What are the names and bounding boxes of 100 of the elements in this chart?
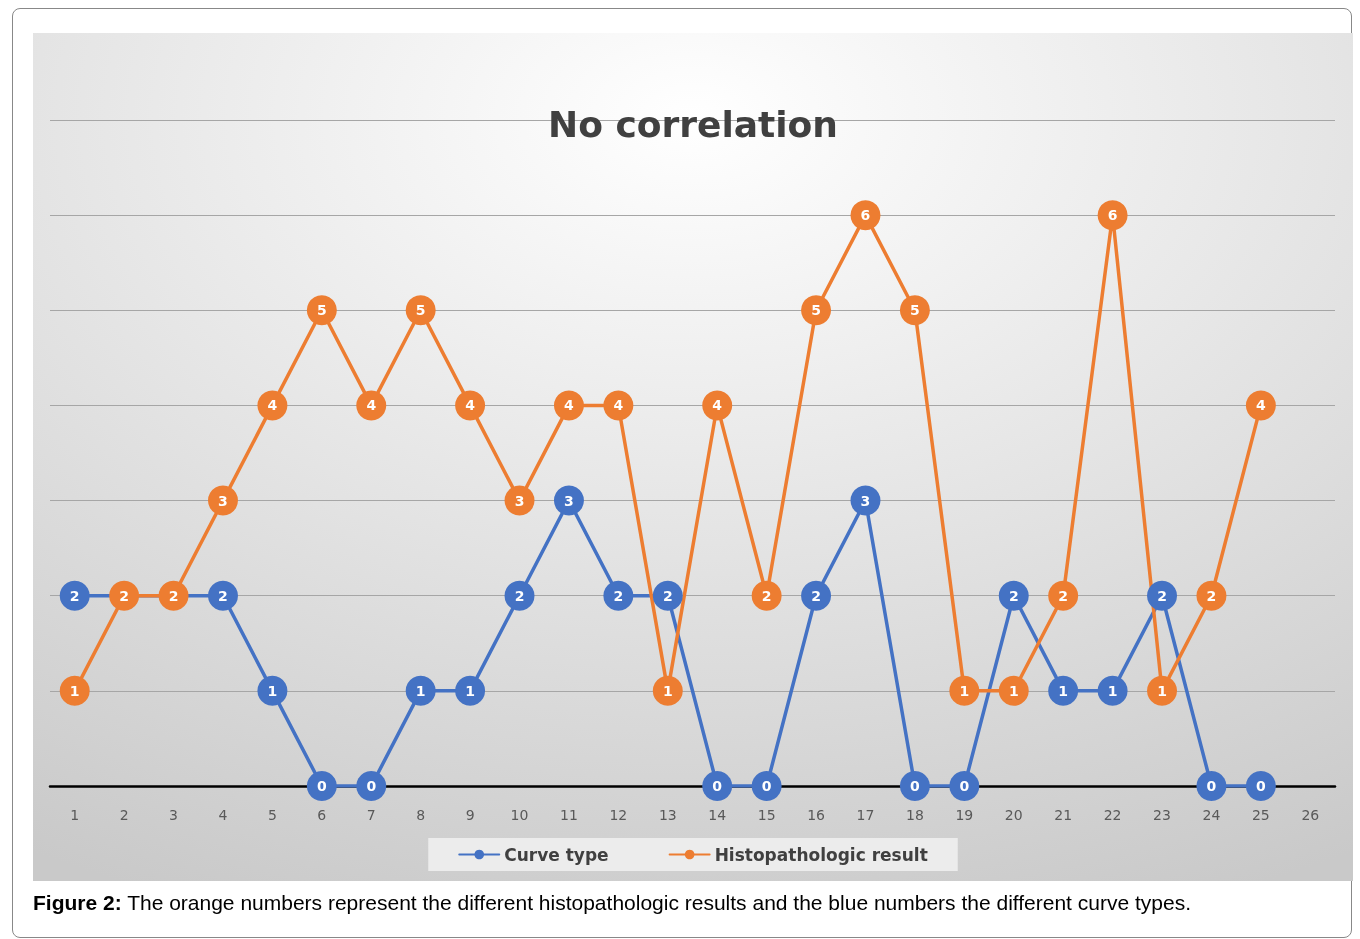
data-label: 1 bbox=[1058, 682, 1069, 699]
point bbox=[59, 675, 90, 706]
data-label: 1 bbox=[465, 682, 475, 699]
point bbox=[59, 580, 90, 611]
data-label: 2 bbox=[69, 587, 80, 604]
data-label: 1 bbox=[959, 682, 970, 699]
data-label: 2 bbox=[811, 587, 821, 604]
data-label: 4 bbox=[613, 397, 624, 414]
point bbox=[257, 675, 288, 706]
data-label: 6 bbox=[860, 207, 871, 224]
x-tick-label: 10 bbox=[510, 807, 529, 823]
data-label: 1 bbox=[415, 682, 426, 699]
x-tick-label: 20 bbox=[1004, 807, 1023, 823]
data-label: 0 bbox=[1255, 778, 1266, 794]
data-label: 4 bbox=[1255, 397, 1266, 414]
x-tick-label: 9 bbox=[465, 807, 475, 823]
data-label: 2 bbox=[761, 587, 772, 604]
data-label: 2 bbox=[1206, 587, 1217, 604]
data-label: 1 bbox=[662, 682, 673, 699]
x-tick-label: 25 bbox=[1251, 807, 1270, 823]
point bbox=[553, 485, 584, 516]
data-label: 1 bbox=[267, 682, 278, 699]
x-tick-label: 11 bbox=[560, 807, 578, 823]
legend-label: Curve type bbox=[504, 844, 609, 865]
data-label: 0 bbox=[1206, 778, 1217, 794]
data-label: 2 bbox=[662, 587, 673, 604]
chart-title: No correlation bbox=[548, 103, 838, 145]
data-label: 4 bbox=[267, 397, 278, 414]
point bbox=[1196, 580, 1227, 611]
point bbox=[455, 390, 486, 421]
point bbox=[949, 675, 980, 706]
x-tick-label: 22 bbox=[1103, 807, 1122, 823]
legend-label: Histopathologic result bbox=[714, 844, 928, 865]
data-label: 1 bbox=[1157, 682, 1167, 699]
point bbox=[1048, 580, 1079, 611]
x-tick-label: 5 bbox=[267, 807, 277, 823]
x-tick-label: 14 bbox=[708, 807, 727, 823]
data-label: 4 bbox=[366, 397, 377, 414]
point bbox=[998, 675, 1029, 706]
x-tick-label: 16 bbox=[807, 807, 826, 823]
data-label: 0 bbox=[366, 778, 377, 794]
x-tick-label: 12 bbox=[609, 807, 628, 823]
data-label: 1 bbox=[1008, 682, 1019, 699]
point bbox=[455, 675, 486, 706]
data-label: 0 bbox=[712, 778, 723, 794]
data-label: 5 bbox=[910, 302, 920, 319]
data-label: 0 bbox=[316, 778, 327, 794]
x-tick-label: 23 bbox=[1153, 807, 1171, 823]
x-tick-label: 2 bbox=[119, 807, 129, 823]
point bbox=[998, 580, 1029, 611]
data-label: 4 bbox=[564, 397, 575, 414]
x-tick-label: 6 bbox=[317, 807, 327, 823]
caption: Figure 2: The orange numbers represent the different histopathologic results and the blue numbers the different curve types. bbox=[33, 891, 1192, 915]
data-label: 3 bbox=[514, 492, 525, 509]
point bbox=[553, 390, 584, 421]
data-label: 2 bbox=[514, 587, 525, 604]
data-label: 1 bbox=[1107, 682, 1118, 699]
point bbox=[603, 580, 634, 611]
data-label: 5 bbox=[316, 302, 327, 319]
data-label: 5 bbox=[811, 302, 821, 319]
x-tick-label: 1 bbox=[70, 807, 80, 823]
x-tick-label: 15 bbox=[757, 807, 776, 823]
data-label: 2 bbox=[613, 587, 624, 604]
data-label: 4 bbox=[465, 397, 476, 414]
data-label: 2 bbox=[1157, 587, 1167, 604]
point bbox=[899, 295, 930, 326]
data-label: 3 bbox=[860, 492, 871, 509]
point bbox=[1147, 580, 1178, 611]
data-label: 2 bbox=[119, 587, 130, 604]
data-label: 3 bbox=[564, 492, 574, 509]
point bbox=[208, 485, 238, 516]
data-label: 2 bbox=[1008, 587, 1019, 604]
data-label: 3 bbox=[218, 492, 228, 509]
point bbox=[652, 580, 683, 611]
data-label: 2 bbox=[168, 587, 179, 604]
data-label: 2 bbox=[218, 587, 228, 604]
data-label: 0 bbox=[959, 778, 970, 794]
x-tick-label: 24 bbox=[1202, 807, 1221, 823]
x-tick-label: 13 bbox=[658, 807, 677, 823]
point bbox=[405, 675, 436, 706]
data-label: 0 bbox=[761, 778, 772, 794]
x-tick-label: 7 bbox=[366, 807, 376, 823]
x-tick-label: 3 bbox=[169, 807, 179, 823]
data-label: 5 bbox=[415, 302, 426, 319]
x-tick-label: 4 bbox=[218, 807, 228, 823]
data-label: 2 bbox=[1058, 587, 1069, 604]
data-label: 0 bbox=[910, 778, 921, 794]
x-tick-label: 8 bbox=[416, 807, 426, 823]
data-label: 6 bbox=[1107, 207, 1118, 224]
point bbox=[1147, 675, 1178, 706]
point bbox=[751, 580, 782, 611]
data-label: 4 bbox=[712, 397, 723, 414]
point bbox=[109, 580, 140, 611]
point bbox=[603, 390, 634, 421]
point bbox=[356, 390, 387, 421]
x-tick-label: 17 bbox=[856, 807, 875, 823]
point bbox=[1245, 390, 1276, 421]
point bbox=[801, 295, 832, 326]
point bbox=[208, 580, 238, 611]
data-label: 1 bbox=[69, 682, 80, 699]
